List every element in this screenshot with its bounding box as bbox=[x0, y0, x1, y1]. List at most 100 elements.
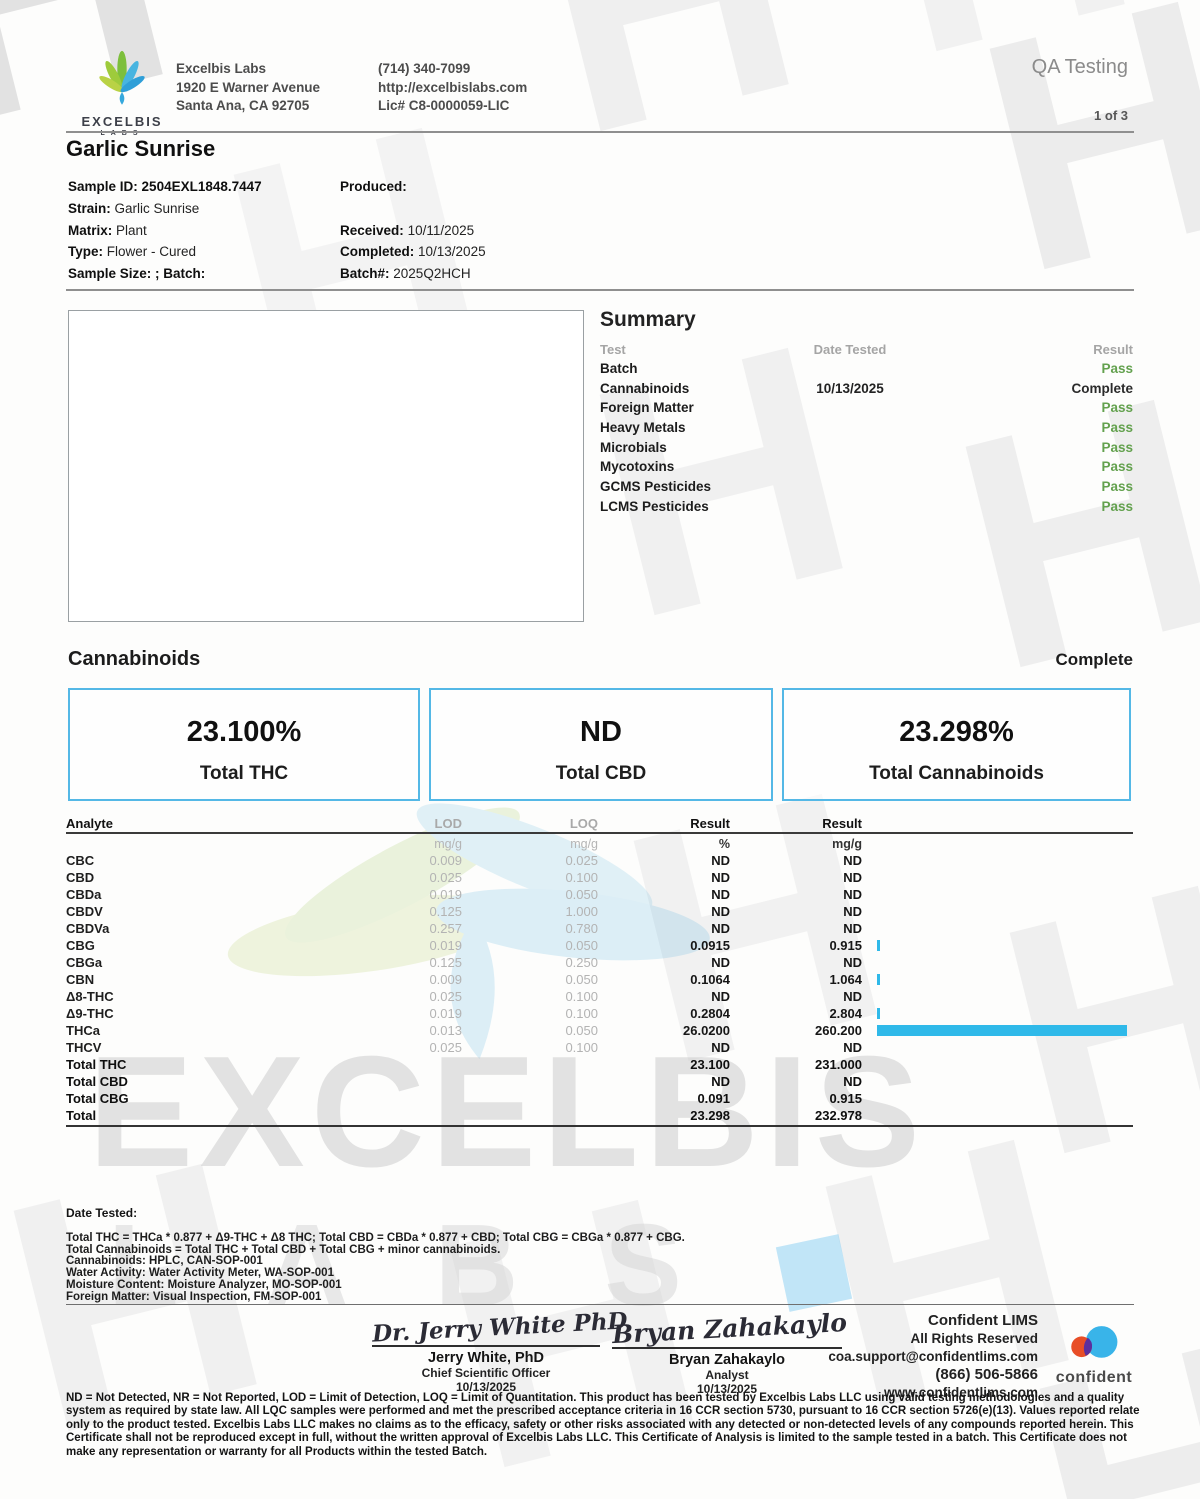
method-note-line: Cannabinoids: HPLC, CAN-SOP-001 bbox=[66, 1255, 263, 1268]
analyte-name: THCa bbox=[66, 1023, 100, 1038]
analyte-bar-cell bbox=[862, 852, 1133, 869]
sample-info-left: Sample ID: 2504EXL1848.7447 Strain: Garl… bbox=[68, 176, 262, 285]
total-result-mgg: 231.000 bbox=[815, 1057, 862, 1072]
summary-section: Summary Test Date Tested Result Batch Pas… bbox=[600, 308, 1133, 519]
analyte-result-mgg: ND bbox=[843, 989, 862, 1004]
analyte-row: THCa 0.013 0.050 26.0200 260.200 bbox=[66, 1022, 1133, 1039]
total-cannabinoids-value: 23.298% bbox=[899, 716, 1014, 748]
completed-row: Completed: 10/13/2025 bbox=[340, 244, 486, 260]
batch-row: Batch#: 2025Q2HCH bbox=[340, 266, 471, 282]
total-thc-label: Total THC bbox=[199, 763, 289, 784]
summary-row: Mycotoxins Pass bbox=[600, 459, 1133, 479]
total-name: Total CBG bbox=[66, 1091, 129, 1106]
batch-value: 2025Q2HCH bbox=[393, 266, 471, 282]
summary-test-name: Foreign Matter bbox=[600, 400, 694, 416]
analyte-loq: 0.780 bbox=[565, 921, 598, 936]
received-value: 10/11/2025 bbox=[407, 222, 475, 238]
summary-col-result: Result bbox=[1093, 342, 1133, 357]
analyte-row: CBGa 0.125 0.250 ND ND bbox=[66, 954, 1133, 971]
total-cbd-box: ND Total CBD bbox=[429, 688, 773, 801]
analyte-result-mgg: ND bbox=[843, 921, 862, 936]
lab-license: Lic# C8-0000059-LIC bbox=[378, 98, 510, 113]
lab-website-link[interactable]: http://excelbislabs.com bbox=[378, 79, 528, 95]
received-row: Received: 10/11/2025 bbox=[340, 222, 475, 238]
signature-block-analyst: Bryan Zahakaylo Bryan Zahakaylo Analyst … bbox=[611, 1308, 847, 1396]
total-result-mgg: 232.978 bbox=[815, 1108, 862, 1123]
sample-id-row: Sample ID: 2504EXL1848.7447 bbox=[68, 179, 262, 194]
summary-date-tested bbox=[785, 420, 915, 440]
analyte-bar-cell bbox=[862, 920, 1133, 937]
summary-title: Summary bbox=[600, 308, 696, 331]
col-lod: LOD bbox=[434, 815, 462, 831]
summary-row: GCMS Pesticides Pass bbox=[600, 479, 1133, 499]
analyte-name: CBN bbox=[66, 972, 95, 987]
legal-disclaimer: ND = Not Detected, NR = Not Reported, LO… bbox=[66, 1392, 1140, 1458]
lims-rights: All Rights Reserved bbox=[910, 1331, 1038, 1346]
summary-result-badge: Complete bbox=[1071, 380, 1133, 396]
analyte-result-mgg: ND bbox=[843, 853, 862, 868]
total-cannabinoids-box: 23.298% Total Cannabinoids bbox=[782, 688, 1131, 801]
analyte-name: CBG bbox=[66, 938, 95, 953]
cannabinoid-stat-boxes: 23.100% Total THC ND Total CBD 23.298% T… bbox=[68, 688, 1131, 801]
analyte-name: CBD bbox=[66, 870, 95, 885]
method-note-line: Moisture Content: Moisture Analyzer, MO-… bbox=[66, 1278, 342, 1291]
analyte-result-pct: ND bbox=[711, 904, 730, 919]
analyte-row: CBDVa 0.257 0.780 ND ND bbox=[66, 920, 1133, 937]
analyte-lod: 0.025 bbox=[429, 989, 462, 1004]
cannabinoids-title: Cannabinoids bbox=[68, 648, 201, 670]
total-result-mgg: 0.915 bbox=[829, 1091, 862, 1106]
analyte-loq: 0.050 bbox=[565, 1023, 598, 1038]
analyte-lod: 0.025 bbox=[429, 1040, 462, 1055]
analyte-result-mgg: ND bbox=[843, 870, 862, 885]
summary-result-badge: Pass bbox=[1101, 400, 1133, 416]
summary-row: Heavy Metals Pass bbox=[600, 420, 1133, 440]
analyte-name: CBC bbox=[66, 853, 95, 868]
result-bar bbox=[877, 1025, 1127, 1036]
table-bottom-rule bbox=[66, 1125, 1133, 1127]
summary-date-tested bbox=[785, 459, 915, 479]
analyte-bar-cell bbox=[862, 903, 1133, 920]
confident-circles-icon bbox=[1071, 1326, 1118, 1358]
analyte-name: CBGa bbox=[66, 955, 103, 970]
total-row: Total CBD ND ND bbox=[66, 1073, 1133, 1090]
analyte-row: CBDa 0.019 0.050 ND ND bbox=[66, 886, 1133, 903]
analyte-lod: 0.009 bbox=[429, 972, 462, 987]
analyte-result-mgg: 260.200 bbox=[815, 1023, 862, 1038]
cso-signature-line: Jerry White, PhD Chief Scientific Office… bbox=[372, 1345, 600, 1394]
analyte-bar-cell bbox=[862, 1022, 1133, 1039]
analyte-loq: 0.100 bbox=[565, 870, 598, 885]
header-divider bbox=[66, 131, 1134, 133]
summary-test-name: Heavy Metals bbox=[600, 420, 686, 436]
total-result-pct: 23.100 bbox=[690, 1057, 730, 1072]
analyte-result-pct: ND bbox=[711, 870, 730, 885]
cso-sign-date: 10/13/2025 bbox=[455, 1380, 517, 1394]
analyte-lod: 0.009 bbox=[429, 853, 462, 868]
analyte-table-header: Analyte LOD LOQ Result Result bbox=[66, 814, 1133, 834]
cannabis-leaf-logo-icon bbox=[99, 50, 145, 105]
analyte-row: CBC 0.009 0.025 ND ND bbox=[66, 852, 1133, 869]
total-name: Total THC bbox=[66, 1057, 127, 1072]
sample-divider bbox=[66, 289, 1134, 291]
analyte-row: Δ9-THC 0.019 0.100 0.2804 2.804 bbox=[66, 1005, 1133, 1022]
analyte-lod: 0.019 bbox=[429, 1006, 462, 1021]
analyte-row: CBDV 0.125 1.000 ND ND bbox=[66, 903, 1133, 920]
cso-role: Chief Scientific Officer bbox=[421, 1366, 551, 1380]
lims-website-link[interactable]: www.confidentlims.com bbox=[883, 1385, 1038, 1400]
summary-test-name: LCMS Pesticides bbox=[600, 498, 709, 514]
page-indicator: 1 of 3 bbox=[1094, 108, 1128, 123]
summary-test-name: Mycotoxins bbox=[600, 459, 675, 475]
signature-block-cso: Dr. Jerry White PhD Jerry White, PhD Chi… bbox=[371, 1307, 628, 1394]
analyte-lod: 0.019 bbox=[429, 887, 462, 902]
result-bar bbox=[877, 1008, 880, 1019]
matrix-value: Plant bbox=[116, 222, 147, 238]
analyte-row: Δ8-THC 0.025 0.100 ND ND bbox=[66, 988, 1133, 1005]
total-result-mgg: ND bbox=[843, 1074, 862, 1089]
analyte-result-pct: ND bbox=[711, 989, 730, 1004]
summary-date-tested bbox=[785, 499, 915, 519]
lims-email-link[interactable]: coa.support@confidentlims.com bbox=[828, 1349, 1038, 1364]
total-result-pct: ND bbox=[711, 1074, 730, 1089]
analyst-role: Analyst bbox=[705, 1368, 749, 1382]
analyte-name: CBDVa bbox=[66, 921, 110, 936]
total-cannabinoids-label: Total Cannabinoids bbox=[869, 763, 1044, 784]
total-name: Total bbox=[66, 1108, 97, 1123]
